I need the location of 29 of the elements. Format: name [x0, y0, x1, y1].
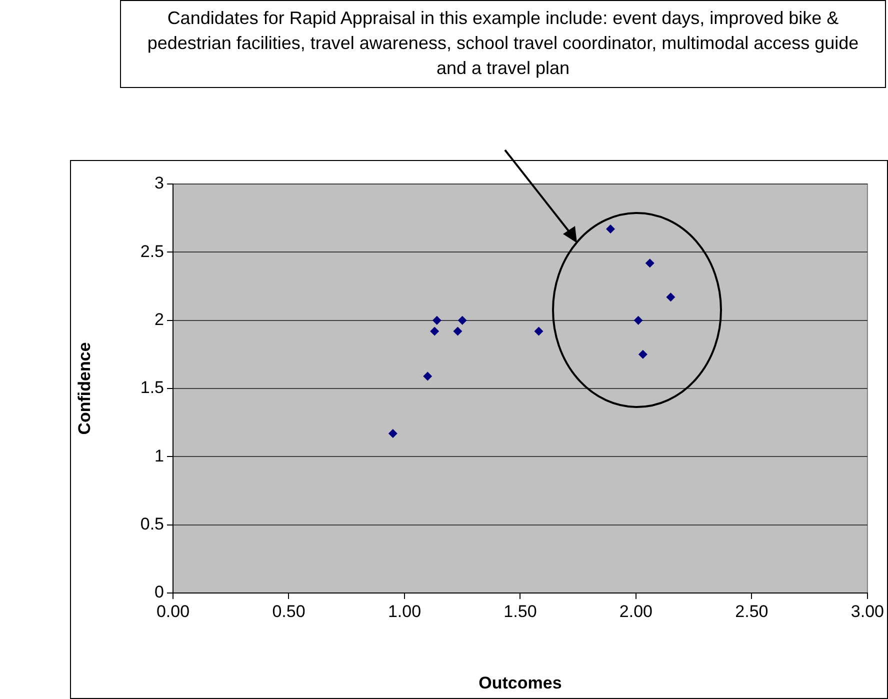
- x-tick-label: 0.50: [272, 602, 306, 621]
- y-tick-label: 1.5: [140, 378, 164, 398]
- y-tick-label: 1: [154, 446, 164, 466]
- x-tick-label: 2.00: [619, 602, 653, 621]
- point: [666, 292, 676, 302]
- y-tick-label: 0: [154, 582, 164, 602]
- point: [606, 224, 616, 234]
- x-tick-label: 1.50: [504, 602, 537, 621]
- point: [423, 372, 432, 381]
- point: [430, 326, 440, 336]
- x-tick-label: 2.50: [735, 602, 768, 621]
- y-tick-label: 3: [154, 174, 164, 193]
- point: [645, 258, 654, 268]
- x-tick-label: 0.00: [156, 602, 190, 621]
- point: [432, 316, 442, 325]
- y-tick-label: 2: [154, 310, 164, 330]
- point: [453, 326, 462, 336]
- point: [534, 326, 544, 336]
- point: [638, 350, 648, 359]
- y-tick-label: 2.5: [140, 242, 164, 261]
- x-tick-label: 3.00: [850, 602, 884, 621]
- point: [388, 428, 398, 438]
- point: [634, 316, 643, 325]
- point: [458, 316, 467, 325]
- text: Candidates for Rapid Appraisal in this example include: event days, improved bike & pedestrian facilities, travel awareness, school travel coordinator, multimodal access guide and a travel plan: [120, 0, 886, 88]
- x-axis-title: Outcomes: [478, 673, 562, 692]
- y-axis-title: Confidence: [74, 342, 94, 435]
- x-tick-label: 1.00: [388, 602, 422, 621]
- y-tick-label: 0.5: [140, 514, 164, 534]
